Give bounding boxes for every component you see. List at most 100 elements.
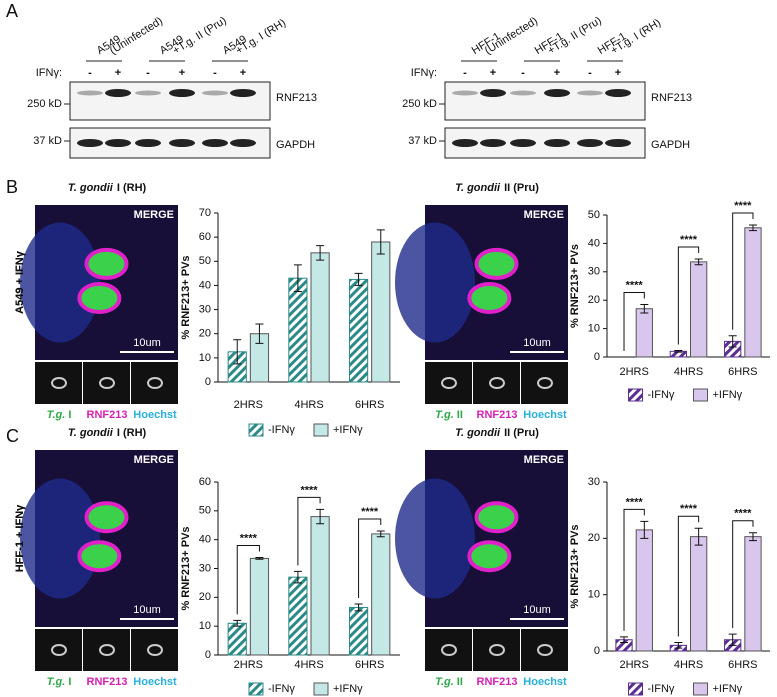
bar	[227, 622, 247, 656]
y-tick-label: 40	[199, 279, 211, 291]
thumb-signal	[489, 377, 505, 389]
legend-swatch	[313, 682, 329, 696]
blot-band	[544, 89, 570, 97]
y-tick-label: 10	[588, 323, 600, 335]
merge-label: MERGE	[524, 454, 564, 466]
nucleus	[20, 478, 100, 599]
merge-label: MERGE	[134, 209, 174, 221]
ifn-sign: -	[146, 67, 150, 79]
bar	[348, 606, 369, 656]
x-tick-label: 4HRS	[294, 659, 323, 671]
y-tick-label: 50	[588, 209, 600, 221]
bar	[310, 516, 330, 656]
vacuole	[474, 501, 519, 534]
legend-swatch	[628, 682, 643, 696]
significance: ****	[626, 496, 644, 508]
thumb-signal	[441, 377, 457, 389]
ifn-sign: +	[490, 67, 496, 79]
channel-label: T.g. I	[47, 676, 72, 688]
error-bar	[620, 636, 629, 644]
legend-label: -IFNγ	[648, 683, 675, 695]
error-bar	[255, 557, 264, 560]
legend-swatch	[313, 423, 329, 437]
marker-label: 37 kD	[33, 135, 62, 147]
y-tick-label: 40	[588, 237, 600, 249]
ifn-sign: +	[179, 67, 185, 79]
strain: II (Pru)	[504, 182, 539, 194]
legend-swatch	[248, 423, 264, 437]
band-label: GAPDH	[651, 139, 690, 151]
blot-band	[605, 89, 631, 97]
merge-label: MERGE	[134, 454, 174, 466]
bar	[288, 576, 308, 656]
ifn-sign: +	[615, 67, 621, 79]
ifn-sign: +	[554, 67, 560, 79]
significance-bracket	[732, 212, 754, 330]
nucleus	[395, 478, 475, 599]
channel-label: T.g. I	[47, 409, 72, 421]
legend-label: -IFNγ	[268, 424, 295, 436]
y-tick-label: 10	[588, 589, 600, 601]
species: T. gondii	[68, 182, 114, 194]
y-tick-label: 50	[199, 255, 211, 267]
x-tick-label: 2HRS	[234, 659, 263, 671]
micrograph-title: T. gondii I (RH)	[68, 182, 147, 194]
micrograph-title: T. gondii II (Pru)	[455, 182, 539, 194]
blot-band	[135, 90, 161, 96]
x-tick-label: 2HRS	[234, 399, 263, 411]
marker-label: 37 kD	[408, 135, 437, 147]
blot-band	[605, 139, 631, 147]
vacuole	[474, 247, 519, 280]
x-tick-label: 2HRS	[619, 659, 648, 671]
error-bar	[748, 532, 757, 542]
thumbnail	[521, 362, 568, 404]
nucleus	[395, 222, 475, 343]
ifn-sign: -	[88, 67, 92, 79]
y-tick-label: 60	[199, 231, 211, 243]
error-bar	[233, 339, 242, 365]
thumb-signal	[147, 377, 163, 389]
ifn-sign: -	[588, 67, 592, 79]
significance: ****	[300, 484, 318, 496]
channel-label: Hoechst	[523, 409, 567, 421]
species: T. gondii	[455, 182, 501, 194]
thumb-signal	[441, 644, 457, 656]
legend-swatch	[628, 388, 643, 402]
blot-band	[202, 90, 228, 96]
micrograph-title: T. gondii I (RH)	[68, 427, 147, 439]
y-tick-label: 10	[199, 620, 211, 632]
tg-strain: II	[457, 409, 463, 421]
significance-bracket	[236, 545, 260, 615]
tg: T.g.	[435, 409, 454, 421]
legend-label: -IFNγ	[648, 389, 675, 401]
error-bar	[640, 520, 649, 539]
ifn-sign: +	[240, 67, 246, 79]
y-tick-label: 30	[588, 266, 600, 278]
legend-swatch	[248, 682, 264, 696]
bar	[690, 536, 708, 652]
y-tick-label: 70	[199, 207, 211, 219]
thumbnail	[83, 362, 130, 404]
y-tick-label: 60	[199, 476, 211, 488]
error-bar	[376, 530, 385, 538]
blot-band	[77, 90, 103, 96]
bar	[744, 227, 762, 358]
bar	[744, 536, 762, 652]
error-bar	[354, 603, 363, 612]
x-tick-label: 6HRS	[355, 399, 384, 411]
channel-label: T.g. II	[435, 409, 463, 421]
significance: ****	[734, 508, 752, 520]
blot-band	[230, 89, 256, 97]
blot-band	[105, 89, 131, 97]
bar	[371, 533, 391, 656]
blot-band	[544, 139, 570, 147]
thumbnail	[473, 629, 520, 671]
strain: I (RH)	[117, 182, 147, 194]
significance-bracket	[358, 518, 382, 598]
species: T. gondii	[68, 427, 114, 439]
bar	[635, 529, 653, 652]
thumbnail	[35, 362, 82, 404]
y-tick-label: 20	[199, 591, 211, 603]
legend-label: -IFNγ	[268, 683, 295, 695]
error-bar	[640, 303, 649, 314]
